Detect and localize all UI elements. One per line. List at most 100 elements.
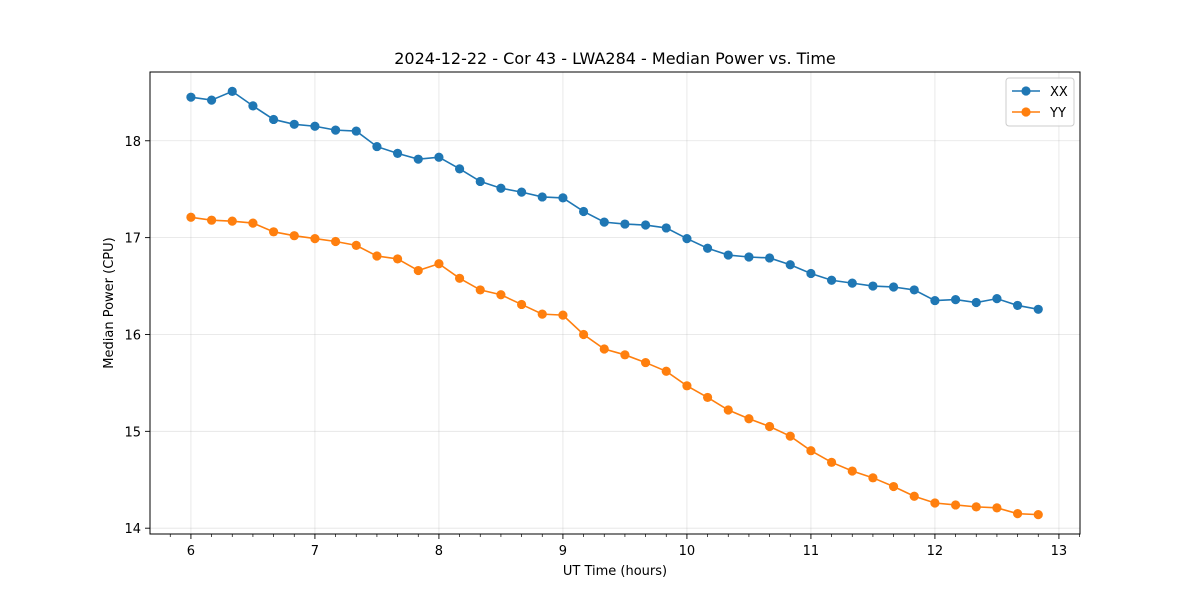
series-xx-point [227,86,237,96]
y-tick-label: 16 [124,328,141,343]
series-xx-point [289,119,299,129]
y-tick-label: 18 [124,135,141,150]
series-yy-point [599,344,609,354]
legend-marker-xx [1021,86,1031,96]
y-axis-label: Median Power (CPU) [102,237,117,368]
series-yy-point [413,265,423,276]
plot-frame [149,71,1081,535]
series-yy-point [268,227,279,237]
series-xx-point [475,176,485,187]
series-xx-point [909,285,919,295]
axes: 6 7 8 9 10 11 12 13 14 15 16 17 18 [124,135,1080,559]
series-yy-point [227,216,237,226]
grid [150,72,1080,534]
series-xx-point [537,192,547,202]
series-xx-point [516,187,527,197]
series-yy-point [496,290,506,300]
series-yy-point [248,218,258,228]
series-yy-point [785,431,795,441]
series-xx-point [599,217,609,227]
series-yy-point [620,350,630,360]
chart-title: 2024-12-22 - Cor 43 - LWA284 - Median Po… [394,49,836,68]
series-xx-point [764,253,775,263]
series-xx-point [868,281,878,291]
series-xx-point [558,193,568,203]
series-xx-point [744,252,754,262]
series-xx-point [392,148,403,158]
legend-label-yy: YY [1049,106,1066,121]
series-yy-point [206,215,217,225]
series-xx-point [372,141,382,152]
series-xx-point [930,295,940,306]
series-yy [186,212,1043,520]
series-xx-point [454,164,465,174]
series-xx-point [1033,304,1043,314]
x-tick-label: 12 [927,544,944,559]
series-layer [186,86,1043,520]
series-yy-point [847,466,857,476]
x-tick-label: 7 [311,544,319,559]
series-xx-point [578,206,589,217]
x-tick-label: 6 [187,544,195,559]
series-xx-point [661,223,671,233]
series-yy-point [640,357,651,368]
series-yy-point [764,421,775,432]
series-yy-point [475,285,485,295]
series-xx-point [310,121,320,131]
series-yy-point [682,381,692,391]
series-xx-point [826,275,837,285]
series-xx-point [434,152,444,162]
series-xx-point [248,101,258,111]
y-tick-label: 17 [124,232,141,247]
x-tick-label: 8 [435,544,443,559]
series-yy-point [1033,510,1043,520]
series-xx-point [620,219,630,229]
legend-label-xx: XX [1050,85,1068,100]
series-yy-point [392,254,403,264]
series-yy-point [723,405,733,415]
series-yy-point [351,240,361,250]
x-tick-label: 11 [803,544,820,559]
series-yy-point [826,457,837,467]
series-yy-point [537,309,547,319]
series-xx-point [847,278,857,288]
series-yy-point [434,259,444,269]
series-xx-point [682,233,692,244]
series-xx [186,86,1043,314]
series-xx-point [950,295,961,305]
series-yy-point [186,212,196,222]
series-xx-point [351,126,361,136]
series-yy-point [992,503,1002,513]
series-xx-point [640,220,651,230]
series-yy-point [578,329,589,340]
x-tick-label: 9 [559,544,567,559]
series-yy-point [372,251,382,261]
series-xx-point [702,243,713,253]
series-xx-point [1012,300,1023,311]
series-yy-point [454,273,465,283]
series-yy-point [930,498,940,508]
series-yy-point [806,446,816,456]
series-xx-point [330,125,341,135]
series-yy-point [310,233,320,244]
series-xx-point [268,114,279,125]
series-xx-point [806,268,816,279]
series-yy-point [909,491,919,501]
series-yy-point [289,231,299,241]
legend: XX YY [1005,77,1075,127]
series-yy-point [971,502,981,512]
x-tick-label: 10 [679,544,696,559]
series-yy-point [702,392,713,403]
series-yy-point [950,500,961,510]
legend-marker-yy [1021,107,1031,117]
series-yy-point [888,481,899,492]
series-xx-point [496,183,506,193]
x-axis-label: UT Time (hours) [563,564,667,579]
series-yy-point [1012,509,1023,519]
series-xx-point [206,95,217,105]
series-yy-point [661,366,671,376]
y-tick-label: 14 [124,522,141,537]
series-yy-point [558,310,568,320]
series-xx-point [971,297,981,308]
